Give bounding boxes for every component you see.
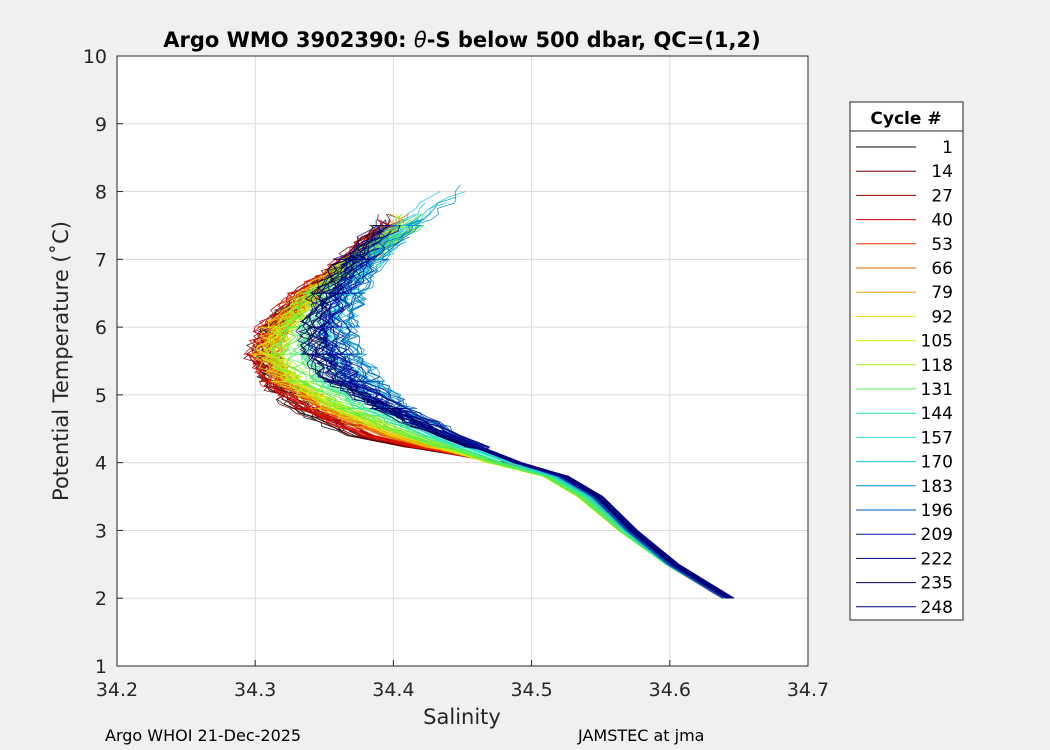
y-tick-label: 5 xyxy=(95,385,107,407)
legend-label: 1 xyxy=(942,138,953,158)
y-tick-label: 8 xyxy=(95,182,107,204)
x-tick-label: 34.7 xyxy=(787,679,829,701)
legend-label: 209 xyxy=(921,525,953,545)
plot-area xyxy=(116,55,809,667)
footer-left: Argo WHOI 21-Dec-2025 xyxy=(105,726,301,745)
legend-label: 248 xyxy=(921,598,953,618)
y-axis-ticks: 1 2 3 4 5 6 7 8 9 10 xyxy=(83,46,123,678)
legend-label: 131 xyxy=(921,380,953,400)
plot-frame xyxy=(116,55,809,667)
x-tick-label: 34.4 xyxy=(372,679,414,701)
legend-label: 183 xyxy=(921,477,953,497)
profile-line xyxy=(250,213,726,599)
legend-entries: 1 14 27 40 53 66 79 92 105 118 131 144 157 170 183 196 2… xyxy=(856,138,953,618)
profile-line xyxy=(313,253,734,599)
legend-label: 105 xyxy=(921,332,953,352)
legend-label: 157 xyxy=(921,428,953,448)
profile-line xyxy=(312,236,733,599)
profile-line xyxy=(283,236,724,599)
legend-box xyxy=(849,101,964,621)
legend-label: 40 xyxy=(931,211,953,231)
x-tick-label: 34.5 xyxy=(510,679,552,701)
legend: Cycle # 1 14 27 40 53 66 79 92 105 118 131 144 157 17… xyxy=(849,101,964,621)
legend-label: 222 xyxy=(921,549,953,569)
legend-label: 27 xyxy=(931,186,953,206)
profile-line xyxy=(276,225,725,599)
profile-line xyxy=(299,225,730,599)
legend-label: 14 xyxy=(931,162,953,182)
y-tick-label: 9 xyxy=(95,114,107,136)
legend-label: 66 xyxy=(931,259,953,279)
profile-line xyxy=(302,242,731,599)
legend-label: 118 xyxy=(921,356,953,376)
legend-label: 92 xyxy=(931,307,953,327)
chart-title: Argo WMO 3902390: θ-S below 500 dbar, QC… xyxy=(163,28,760,52)
legend-label: 144 xyxy=(921,404,953,424)
y-tick-label: 1 xyxy=(95,656,107,678)
legend-label: 170 xyxy=(921,453,953,473)
y-tick-label: 10 xyxy=(83,46,107,68)
x-tick-label: 34.6 xyxy=(649,679,691,701)
footer-right: JAMSTEC at jma xyxy=(577,726,704,745)
y-tick-label: 6 xyxy=(95,317,107,339)
legend-label: 235 xyxy=(921,574,953,594)
y-tick-label: 3 xyxy=(95,520,107,542)
y-tick-label: 2 xyxy=(95,588,107,610)
x-axis-ticks: 34.2 34.3 34.4 34.5 34.6 34.7 xyxy=(96,660,829,701)
profile-line xyxy=(295,225,729,599)
grid xyxy=(117,56,808,666)
legend-title: Cycle # xyxy=(870,109,941,129)
y-axis-label: Potential Temperature (˚C) xyxy=(49,221,73,501)
legend-label: 79 xyxy=(931,283,953,303)
x-tick-label: 34.3 xyxy=(234,679,276,701)
profile-line xyxy=(315,242,735,599)
x-axis-label: Salinity xyxy=(423,705,501,729)
y-tick-label: 7 xyxy=(95,249,107,271)
x-tick-label: 34.2 xyxy=(96,679,138,701)
profile-lines xyxy=(243,184,735,599)
legend-label: 196 xyxy=(921,501,953,521)
y-tick-label: 4 xyxy=(95,453,107,475)
legend-label: 53 xyxy=(931,235,953,255)
